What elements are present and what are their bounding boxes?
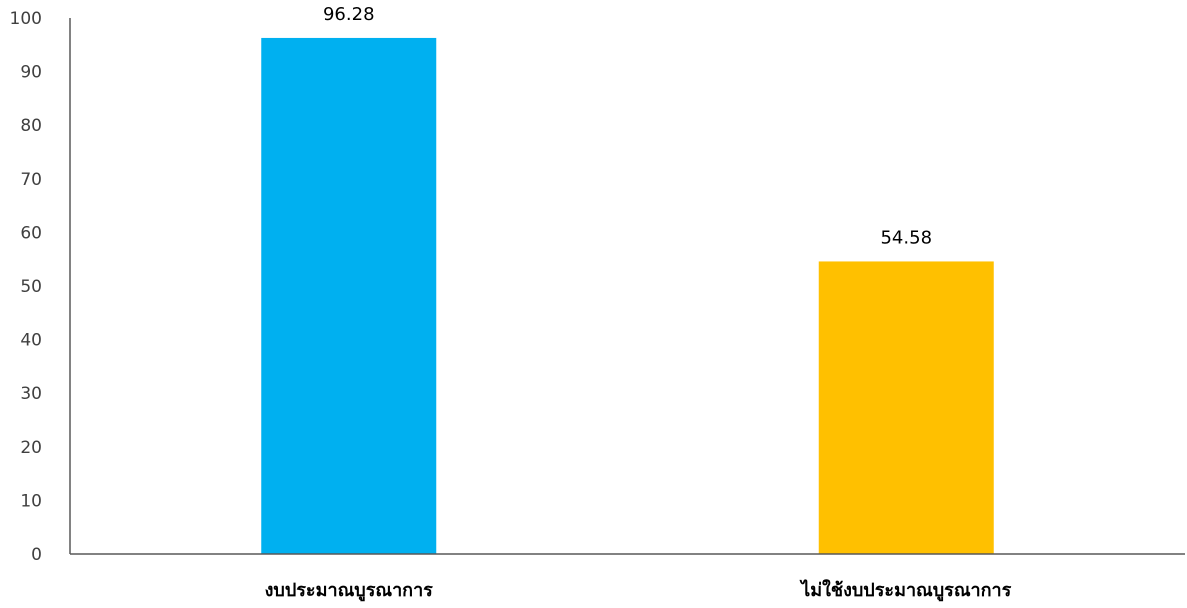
y-tick-label-0: 0: [31, 545, 42, 565]
y-tick-label-80: 80: [20, 116, 42, 136]
bars: [261, 37, 994, 554]
y-tick-label-10: 10: [20, 491, 42, 511]
y-tick-label-70: 70: [20, 170, 42, 190]
y-tick-label-30: 30: [20, 384, 42, 404]
y-tick-label-90: 90: [20, 63, 42, 83]
y-tick-label-100: 100: [10, 9, 42, 29]
bar-1: [261, 37, 437, 554]
y-tick-label-60: 60: [20, 223, 42, 243]
y-axis: 0 10 20 30 40 50 60 70 80 90 100: [10, 9, 71, 565]
bar-2: [818, 261, 994, 554]
x-tick-label-2: ไม่ใช้งบประมาณบูรณาการ: [799, 579, 1011, 602]
data-label-2: 54.58: [880, 227, 932, 248]
data-label-1: 96.28: [323, 4, 375, 25]
data-labels: 96.28 54.58: [323, 4, 932, 249]
x-tick-labels: งบประมาณบูรณาการ ไม่ใช้งบประมาณบูรณาการ: [265, 579, 1012, 602]
x-tick-label-1: งบประมาณบูรณาการ: [265, 580, 434, 602]
y-tick-label-50: 50: [20, 277, 42, 297]
y-tick-label-40: 40: [20, 331, 42, 351]
y-tick-label-20: 20: [20, 438, 42, 458]
y-tick-labels: 0 10 20 30 40 50 60 70 80 90 100: [10, 9, 42, 565]
